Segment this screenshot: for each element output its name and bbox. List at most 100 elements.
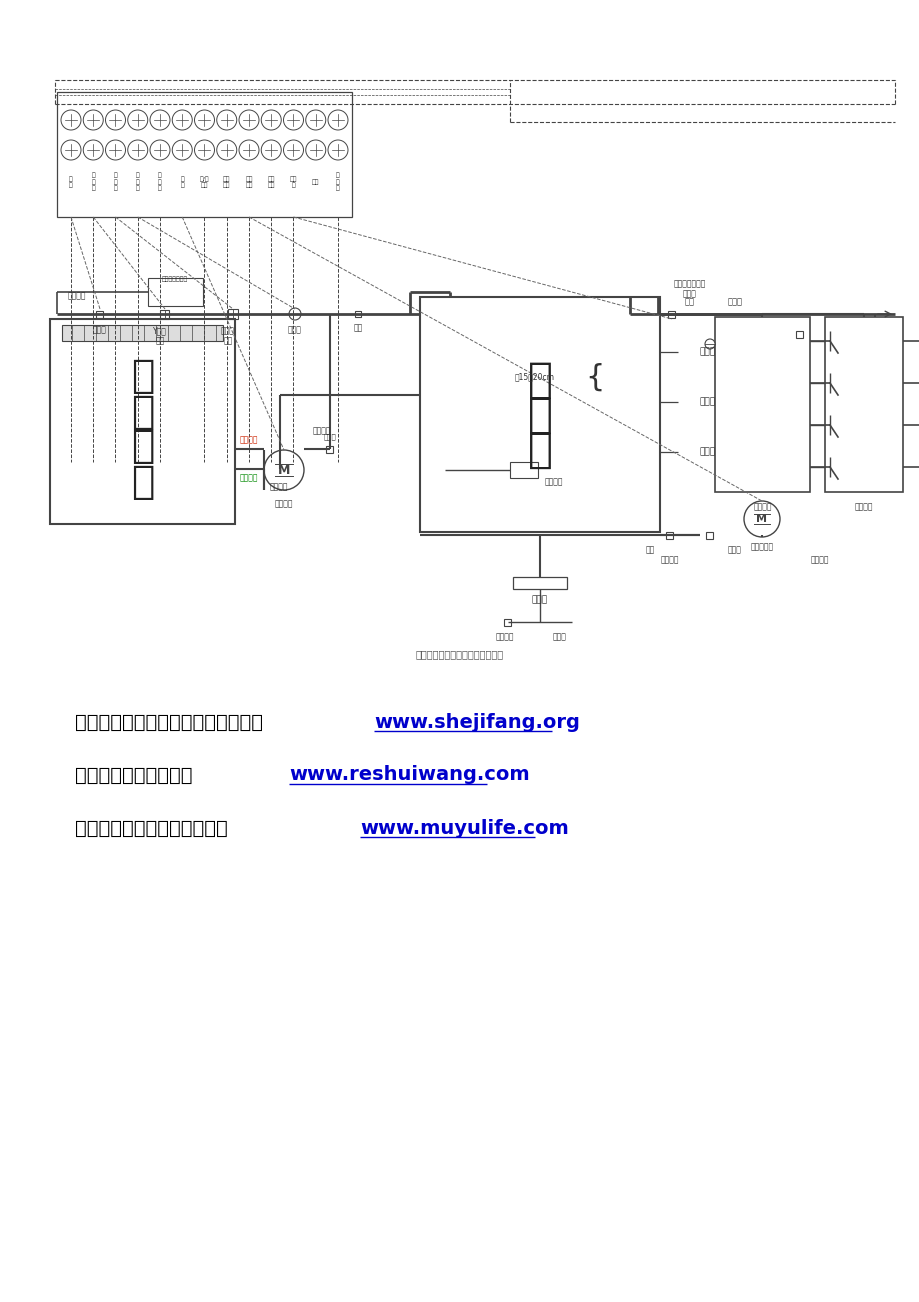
Text: 文章转发于空气能热水器十大品牌：: 文章转发于空气能热水器十大品牌： bbox=[75, 712, 263, 732]
Circle shape bbox=[305, 141, 325, 160]
Bar bbox=[513, 577, 566, 589]
Bar bbox=[326, 445, 333, 453]
Text: 回
水
阀: 回 水 阀 bbox=[335, 173, 339, 191]
Bar bbox=[665, 531, 673, 539]
Text: 排污管路: 排污管路 bbox=[495, 633, 514, 642]
Bar bbox=[706, 531, 713, 539]
Bar bbox=[796, 331, 802, 337]
Text: 活接: 活接 bbox=[644, 546, 654, 555]
Text: M: M bbox=[278, 464, 289, 477]
Text: 循环管路: 循环管路 bbox=[269, 483, 288, 491]
Circle shape bbox=[261, 109, 281, 130]
Bar bbox=[96, 310, 103, 318]
Text: 接
地: 接 地 bbox=[69, 176, 73, 187]
Circle shape bbox=[239, 141, 259, 160]
Text: 水: 水 bbox=[527, 393, 552, 435]
Bar bbox=[668, 310, 675, 318]
Text: 高
水
位: 高 水 位 bbox=[158, 173, 162, 191]
Text: 止回阀: 止回阀 bbox=[727, 297, 742, 306]
Text: 高水位: 高水位 bbox=[699, 348, 715, 357]
Text: www.muyulife.com: www.muyulife.com bbox=[359, 819, 568, 837]
Text: 循环管路: 循环管路 bbox=[312, 427, 331, 435]
Bar bbox=[160, 310, 169, 319]
Text: 泵: 泵 bbox=[130, 392, 154, 431]
Text: 供水管路: 供水管路 bbox=[660, 556, 678, 565]
Text: 水箱探头: 水箱探头 bbox=[544, 478, 562, 487]
Circle shape bbox=[172, 109, 192, 130]
Circle shape bbox=[328, 141, 347, 160]
Circle shape bbox=[194, 109, 214, 130]
Text: 蓄
水: 蓄 水 bbox=[180, 176, 184, 187]
Circle shape bbox=[106, 141, 125, 160]
Text: {: { bbox=[584, 362, 604, 392]
Circle shape bbox=[128, 109, 148, 130]
Circle shape bbox=[128, 141, 148, 160]
Text: 供水管路: 供水管路 bbox=[753, 503, 771, 512]
Circle shape bbox=[264, 450, 303, 490]
Circle shape bbox=[261, 141, 281, 160]
Circle shape bbox=[150, 141, 170, 160]
Circle shape bbox=[239, 109, 259, 130]
Text: 中水位: 中水位 bbox=[699, 397, 715, 406]
Text: Y型过
滤器: Y型过 滤器 bbox=[153, 327, 166, 346]
Circle shape bbox=[83, 141, 103, 160]
Text: 公共端: 公共端 bbox=[531, 595, 548, 604]
Text: 热水出口: 热水出口 bbox=[240, 435, 258, 444]
Bar bbox=[509, 462, 538, 478]
Text: 自动增压泵: 自动增压泵 bbox=[750, 543, 773, 552]
Bar bbox=[148, 279, 203, 306]
Text: 更多空气能信息登陆：: 更多空气能信息登陆： bbox=[75, 766, 192, 785]
Text: 商用空气能热泵工程机安装示意图: 商用空气能热泵工程机安装示意图 bbox=[415, 648, 504, 659]
Text: 低水位: 低水位 bbox=[699, 448, 715, 457]
Circle shape bbox=[106, 109, 125, 130]
Text: 止回阀: 止回阀 bbox=[727, 546, 741, 555]
Text: 截止阀: 截止阀 bbox=[93, 326, 107, 335]
Circle shape bbox=[289, 309, 301, 320]
Text: 循环进口: 循环进口 bbox=[240, 474, 258, 483]
Circle shape bbox=[283, 141, 303, 160]
Bar bbox=[714, 316, 809, 492]
Text: 循环
水泵: 循环 水泵 bbox=[245, 176, 253, 187]
Circle shape bbox=[704, 339, 714, 349]
Circle shape bbox=[743, 501, 779, 536]
Circle shape bbox=[328, 109, 347, 130]
Circle shape bbox=[61, 109, 81, 130]
Text: 公
共
端: 公 共 端 bbox=[91, 173, 95, 191]
Text: 热: 热 bbox=[130, 358, 154, 396]
Text: 循环水泵: 循环水泵 bbox=[275, 500, 293, 509]
Text: 活接: 活接 bbox=[685, 297, 694, 306]
Text: 截止阀: 截止阀 bbox=[552, 633, 566, 642]
Bar bbox=[62, 326, 222, 341]
Text: M: M bbox=[755, 514, 766, 523]
Circle shape bbox=[217, 141, 236, 160]
Text: 箱: 箱 bbox=[527, 428, 552, 470]
Text: 供水
泵: 供水 泵 bbox=[289, 176, 297, 187]
Circle shape bbox=[61, 141, 81, 160]
Text: www.reshuiwang.com: www.reshuiwang.com bbox=[289, 766, 529, 785]
Text: 回水管路: 回水管路 bbox=[854, 503, 872, 512]
Text: 止回阀: 止回阀 bbox=[323, 434, 336, 440]
Bar bbox=[57, 92, 352, 217]
Text: 补水电
磁阀: 补水电 磁阀 bbox=[221, 327, 234, 346]
Text: 补水
压力: 补水 压力 bbox=[222, 176, 231, 187]
Text: 补水管路: 补水管路 bbox=[68, 292, 86, 301]
Bar bbox=[504, 618, 511, 625]
Bar bbox=[420, 297, 659, 533]
Text: 低
水
位: 低 水 位 bbox=[114, 173, 118, 191]
Text: 供水: 供水 bbox=[312, 180, 319, 185]
Text: 回水管路: 回水管路 bbox=[810, 556, 828, 565]
Text: www.shejifang.org: www.shejifang.org bbox=[374, 712, 579, 732]
Circle shape bbox=[305, 109, 325, 130]
Text: 活接: 活接 bbox=[353, 323, 362, 332]
Text: 补水
水泵: 补水 水泵 bbox=[267, 176, 275, 187]
Text: 止回阀: 止回阀 bbox=[288, 326, 301, 335]
Text: 组: 组 bbox=[130, 462, 154, 500]
Circle shape bbox=[283, 109, 303, 130]
Bar bbox=[228, 309, 238, 319]
Text: 约15～20cm: 约15～20cm bbox=[515, 372, 554, 381]
Circle shape bbox=[217, 109, 236, 130]
Text: 补/供
水阀: 补/供 水阀 bbox=[199, 176, 210, 187]
Circle shape bbox=[150, 109, 170, 130]
Circle shape bbox=[83, 109, 103, 130]
Text: 推荐空气能品牌：沐裕空气能: 推荐空气能品牌：沐裕空气能 bbox=[75, 819, 241, 837]
